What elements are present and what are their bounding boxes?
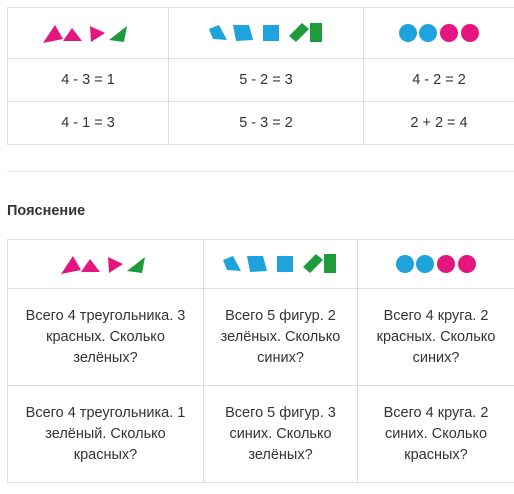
- equation-row: 4 - 3 = 1 5 - 2 = 3 4 - 2 = 2: [7, 58, 514, 102]
- icon-row: [7, 7, 514, 59]
- blue-shape: [232, 25, 253, 41]
- explanation-table: Всего 4 треугольника. 3 красных. Сколько…: [7, 239, 514, 483]
- triangles-cell: [7, 7, 169, 59]
- figures-cell: [203, 239, 358, 289]
- explanation-cell: Всего 4 круга. 2 красных. Сколько синих?: [357, 288, 514, 386]
- blue-shape: [223, 256, 241, 271]
- equation-row: 4 - 1 = 3 5 - 3 = 2 2 + 2 = 4: [7, 101, 514, 145]
- blue-square: [262, 25, 279, 41]
- equation-cell: 4 - 3 = 1: [7, 58, 169, 102]
- pink-circle: [437, 255, 455, 273]
- circles-icon: [399, 24, 479, 42]
- equation-cell: 2 + 2 = 4: [363, 101, 514, 145]
- figures-icon: [223, 254, 336, 273]
- explanation-cell: Всего 5 фигур. 3 синих. Сколько зелёных?: [203, 385, 358, 483]
- green-shape: [288, 23, 309, 42]
- blue-circle: [396, 255, 414, 273]
- green-rectangle: [324, 254, 336, 273]
- pink-triangle: [90, 26, 105, 42]
- blue-shape: [208, 25, 227, 40]
- triangles-icon: [43, 25, 127, 43]
- green-triangle: [126, 257, 145, 273]
- green-rectangle: [309, 23, 322, 42]
- pink-circle: [461, 24, 479, 42]
- blue-circle: [419, 24, 437, 42]
- pink-circle: [458, 255, 476, 273]
- blue-circle: [399, 24, 417, 42]
- explanation-cell: Всего 4 треугольника. 3 красных. Сколько…: [7, 288, 204, 386]
- equation-cell: 5 - 3 = 2: [168, 101, 364, 145]
- figures-cell: [168, 7, 364, 59]
- explanation-cell: Всего 5 фигур. 2 зелёных. Сколько синих?: [203, 288, 358, 386]
- pink-triangle: [107, 257, 123, 273]
- explanation-row: Всего 4 треугольника. 3 красных. Сколько…: [7, 288, 514, 386]
- blue-square: [277, 256, 293, 272]
- circles-cell: [357, 239, 514, 289]
- explanation-cell: Всего 4 круга. 2 синих. Сколько красных?: [357, 385, 514, 483]
- blue-circle: [416, 255, 434, 273]
- equations-table: 4 - 3 = 1 5 - 2 = 3 4 - 2 = 2 4 - 1 = 3 …: [7, 7, 514, 145]
- pink-triangle: [43, 25, 63, 43]
- pink-triangle: [63, 28, 82, 41]
- triangles-icon: [60, 256, 145, 274]
- figures-icon: [208, 23, 322, 42]
- equation-cell: 5 - 2 = 3: [168, 58, 364, 102]
- triangles-cell: [7, 239, 204, 289]
- circles-cell: [363, 7, 514, 59]
- blue-shape: [247, 256, 267, 272]
- equation-cell: 4 - 1 = 3: [7, 101, 169, 145]
- icon-row: [7, 239, 514, 289]
- pink-circle: [440, 24, 458, 42]
- section-heading: Пояснение: [7, 203, 86, 219]
- circles-icon: [396, 255, 476, 273]
- equation-cell: 4 - 2 = 2: [363, 58, 514, 102]
- explanation-cell: Всего 4 треугольника. 1 зелёный. Сколько…: [7, 385, 204, 483]
- green-shape: [303, 254, 323, 273]
- divider: [7, 171, 514, 172]
- explanation-row: Всего 4 треугольника. 1 зелёный. Сколько…: [7, 385, 514, 483]
- pink-triangle: [60, 256, 81, 274]
- pink-triangle: [80, 259, 100, 272]
- green-triangle: [109, 26, 127, 42]
